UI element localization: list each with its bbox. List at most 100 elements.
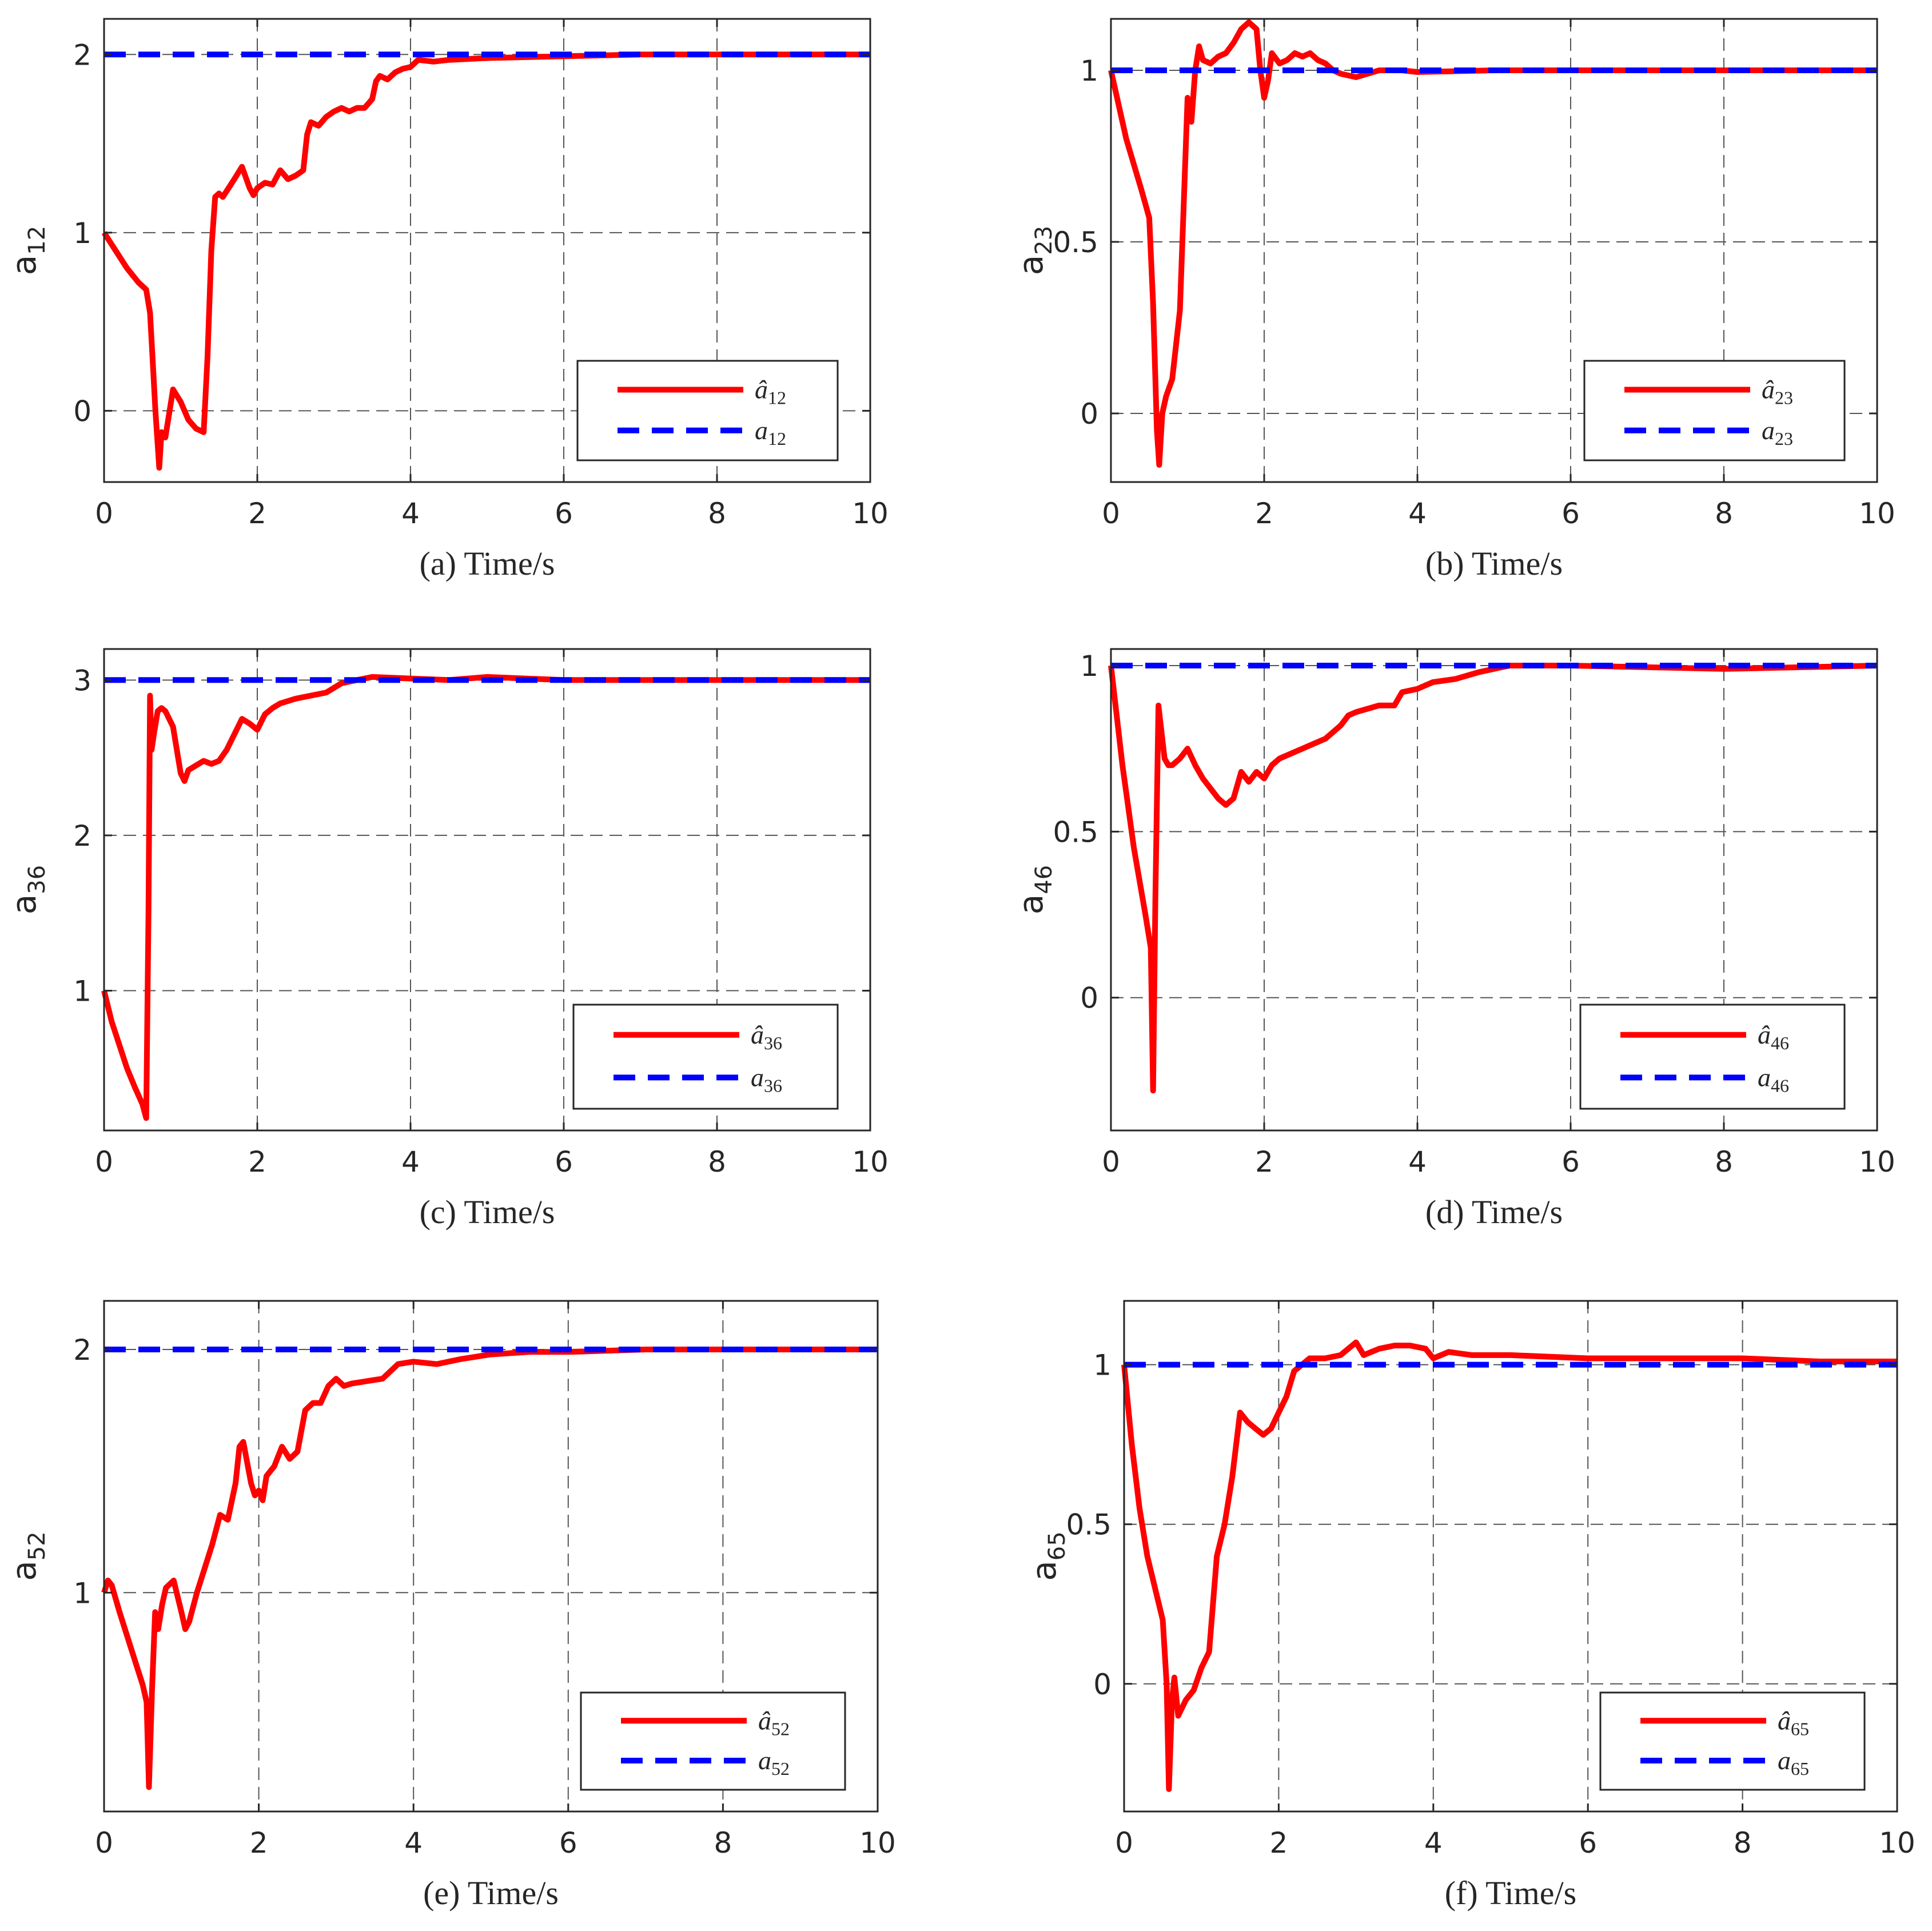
axes-frame	[103, 18, 871, 483]
x-tick-label: 8	[1715, 1145, 1733, 1178]
legend-label: â46	[1758, 1020, 1789, 1053]
x-tick-label: 2	[248, 497, 266, 530]
legend-label: â52	[758, 1706, 790, 1739]
estimate-line	[1121, 1339, 1897, 1792]
x-tick-label: 8	[1715, 497, 1733, 530]
x-tick-label: 0	[1102, 1145, 1120, 1178]
x-tick-label: 4	[1408, 497, 1427, 530]
x-tick-label: 0	[1115, 1826, 1133, 1860]
x-tick-label: 4	[401, 1145, 420, 1178]
y-tick-label: 0.5	[1066, 1508, 1112, 1542]
x-tick-label: 2	[1255, 1145, 1273, 1178]
x-tick-label: 4	[1408, 1145, 1427, 1178]
x-tick-label: 0	[95, 1145, 113, 1178]
x-tick-label: 6	[1579, 1826, 1597, 1860]
legend-box	[580, 1691, 846, 1791]
x-tick-label: 4	[401, 497, 420, 530]
x-tick-label: 6	[555, 497, 573, 530]
legend-box	[1583, 360, 1846, 461]
x-tick-label: 0	[1102, 497, 1120, 530]
x-tick-label: 2	[250, 1826, 268, 1860]
x-tick-label: 8	[714, 1826, 732, 1860]
legend-box	[1579, 1004, 1846, 1110]
x-tick-label: 2	[248, 1145, 266, 1178]
x-tick-label: 10	[859, 1826, 896, 1860]
estimate-line	[101, 674, 870, 1121]
legend-label: â36	[751, 1020, 782, 1053]
y-tick-label: 0	[1093, 1668, 1112, 1701]
legend-box	[576, 360, 839, 461]
axes-frame	[1110, 648, 1878, 1132]
x-tick-label: 2	[1269, 1826, 1288, 1860]
x-tick-label: 2	[1255, 497, 1273, 530]
y-tick-label: 0.5	[1053, 226, 1098, 259]
y-tick-label: 1	[73, 1576, 91, 1610]
y-tick-label: 0	[73, 395, 91, 428]
legend-box	[1599, 1691, 1866, 1791]
x-tick-label: 10	[852, 497, 889, 530]
estimate-line	[101, 51, 870, 471]
y-axis-label: a36	[5, 865, 50, 914]
legend-label: â65	[1778, 1706, 1809, 1739]
estimate-line	[1108, 663, 1878, 1094]
legend-label: a52	[758, 1746, 790, 1779]
y-tick-label: 1	[1093, 1349, 1112, 1382]
y-tick-label: 0.5	[1053, 815, 1098, 849]
x-tick-label: 4	[404, 1826, 423, 1860]
y-axis-label: a46	[1011, 865, 1057, 914]
axes-frame	[1123, 1300, 1898, 1813]
legend-box	[572, 1004, 839, 1110]
axes-frame	[103, 648, 871, 1132]
y-tick-label: 3	[73, 664, 91, 697]
panel-caption: (d) Time/s	[1425, 1193, 1563, 1231]
estimate-line	[101, 1347, 878, 1790]
x-tick-label: 8	[708, 1145, 726, 1178]
x-tick-label: 8	[1734, 1826, 1752, 1860]
y-tick-label: 1	[73, 975, 91, 1008]
y-tick-label: 2	[73, 1333, 91, 1367]
x-tick-label: 10	[1859, 1145, 1895, 1178]
axes-frame	[103, 1300, 879, 1813]
panel-caption: (f) Time/s	[1445, 1874, 1576, 1912]
x-tick-label: 6	[1561, 1145, 1580, 1178]
legend-label: â12	[755, 375, 786, 408]
legend-label: a46	[1758, 1062, 1789, 1096]
y-axis-label: a65	[1025, 1531, 1070, 1580]
y-tick-label: 2	[73, 819, 91, 853]
legend-label: a36	[751, 1062, 782, 1096]
legend-label: a23	[1762, 416, 1793, 449]
y-tick-label: 1	[73, 217, 91, 250]
axes-frame	[1110, 18, 1878, 483]
y-axis-label: a12	[5, 226, 50, 275]
x-tick-label: 8	[708, 497, 726, 530]
y-tick-label: 2	[73, 38, 91, 71]
legend-label: a65	[1778, 1746, 1809, 1779]
x-tick-label: 0	[95, 1826, 113, 1860]
y-tick-label: 1	[1080, 650, 1098, 683]
panel-caption: (b) Time/s	[1425, 545, 1563, 582]
y-tick-label: 0	[1080, 982, 1098, 1015]
panel-caption: (a) Time/s	[420, 545, 555, 582]
x-tick-label: 0	[95, 497, 113, 530]
x-tick-label: 10	[1859, 497, 1895, 530]
panel-caption: (e) Time/s	[423, 1874, 559, 1912]
x-tick-label: 4	[1424, 1826, 1443, 1860]
y-tick-label: 0	[1080, 397, 1098, 431]
y-axis-label: a52	[5, 1531, 50, 1580]
x-tick-label: 6	[559, 1826, 577, 1860]
y-axis-label: a23	[1011, 226, 1057, 275]
y-tick-label: 1	[1080, 54, 1098, 87]
x-tick-label: 6	[1561, 497, 1580, 530]
